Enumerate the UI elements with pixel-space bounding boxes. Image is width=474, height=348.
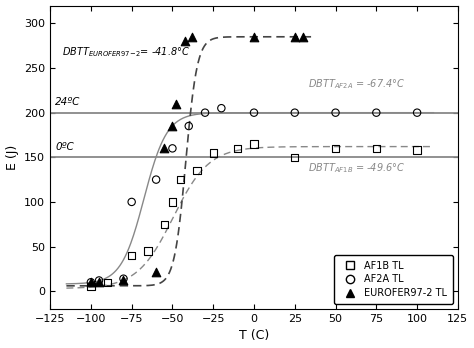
Point [177, 177, 184, 182]
Y-axis label: E (J): E (J) [6, 145, 18, 170]
Point [161, 145, 168, 151]
Point [144, 248, 152, 254]
Point [172, 101, 180, 106]
Point [250, 141, 258, 147]
Legend: AF1B TL, AF2A TL, EUROFER97-2 TL: AF1B TL, AF2A TL, EUROFER97-2 TL [334, 255, 453, 304]
Point [161, 221, 168, 227]
Point [332, 110, 339, 116]
Point [188, 34, 196, 40]
Point [87, 284, 95, 290]
Point [201, 110, 209, 116]
Point [250, 34, 258, 40]
Point [413, 110, 421, 116]
Point [218, 105, 225, 111]
Point [87, 279, 95, 285]
Point [291, 110, 299, 116]
Text: $DBTT_{AF1B}$ = -49.6°C: $DBTT_{AF1B}$ = -49.6°C [308, 161, 405, 175]
Point [169, 199, 176, 205]
Point [120, 276, 128, 282]
Point [291, 155, 299, 160]
Text: 24ºC: 24ºC [55, 97, 81, 107]
Text: $DBTT_{EUROFER97\!-\!2}$= -41.8°C: $DBTT_{EUROFER97\!-\!2}$= -41.8°C [62, 45, 190, 59]
X-axis label: T (C): T (C) [239, 330, 269, 342]
Point [152, 269, 160, 274]
Point [169, 123, 176, 129]
Point [95, 278, 103, 283]
Point [291, 34, 299, 40]
Point [103, 279, 111, 285]
Point [120, 278, 128, 283]
Point [413, 147, 421, 153]
Point [128, 253, 136, 258]
Point [95, 279, 103, 285]
Point [193, 168, 201, 173]
Point [373, 110, 380, 116]
Text: 0ºC: 0ºC [55, 142, 74, 152]
Point [152, 177, 160, 182]
Point [373, 145, 380, 151]
Text: $DBTT_{AF2A}$ = -67.4°C: $DBTT_{AF2A}$ = -67.4°C [308, 77, 405, 91]
Point [182, 39, 189, 44]
Point [169, 145, 176, 151]
Point [332, 145, 339, 151]
Point [210, 150, 217, 156]
Point [234, 145, 241, 151]
Point [185, 123, 192, 129]
Point [128, 199, 136, 205]
Point [87, 279, 95, 285]
Point [299, 34, 307, 40]
Point [250, 110, 258, 116]
